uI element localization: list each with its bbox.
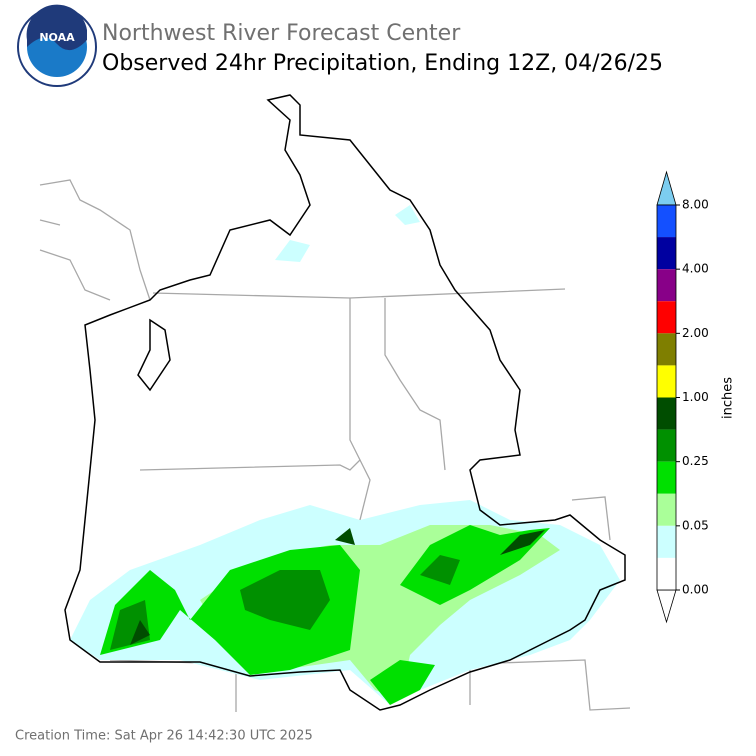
basin-outline: [64, 94, 626, 711]
creation-time: Creation Time: Sat Apr 26 14:42:30 UTC 2…: [15, 729, 313, 744]
colorbar-band: [657, 525, 676, 558]
colorbar-band: [657, 493, 676, 526]
colorbar-tick-label: 2.00: [682, 326, 709, 340]
colorbar-tick-label: 4.00: [682, 262, 709, 276]
colorbar-band: [657, 237, 676, 270]
colorbar: 8.00 4.00 2.00 1.00 0.25 0.05 0.00: [656, 170, 709, 624]
noaa-logo: NOAA: [17, 4, 97, 87]
colorbar-band: [657, 301, 676, 334]
colorbar-band: [657, 461, 676, 494]
colorbar-band: [657, 429, 676, 462]
colorbar-band: [657, 397, 676, 430]
colorbar-band: [657, 365, 676, 398]
logo-text: NOAA: [39, 31, 75, 44]
colorbar-label: inches: [721, 377, 736, 419]
colorbar-band: [657, 269, 676, 302]
colorbar-under: [656, 589, 677, 624]
colorbar-tick-label: 0.05: [682, 518, 709, 532]
colorbar-over: [656, 170, 677, 206]
colorbar-band: [657, 557, 676, 590]
colorbar-band: [657, 205, 676, 238]
agency-name: Northwest River Forecast Center: [102, 21, 461, 46]
colorbar-band: [657, 333, 676, 366]
colorbar-tick-label: 1.00: [682, 390, 709, 404]
colorbar-tick-label: 8.00: [682, 198, 709, 212]
map-title: Observed 24hr Precipitation, Ending 12Z,…: [102, 51, 663, 76]
colorbar-tick-label: 0.25: [682, 454, 709, 468]
precip-areas: [70, 205, 620, 705]
colorbar-tick-label: 0.00: [682, 583, 709, 597]
